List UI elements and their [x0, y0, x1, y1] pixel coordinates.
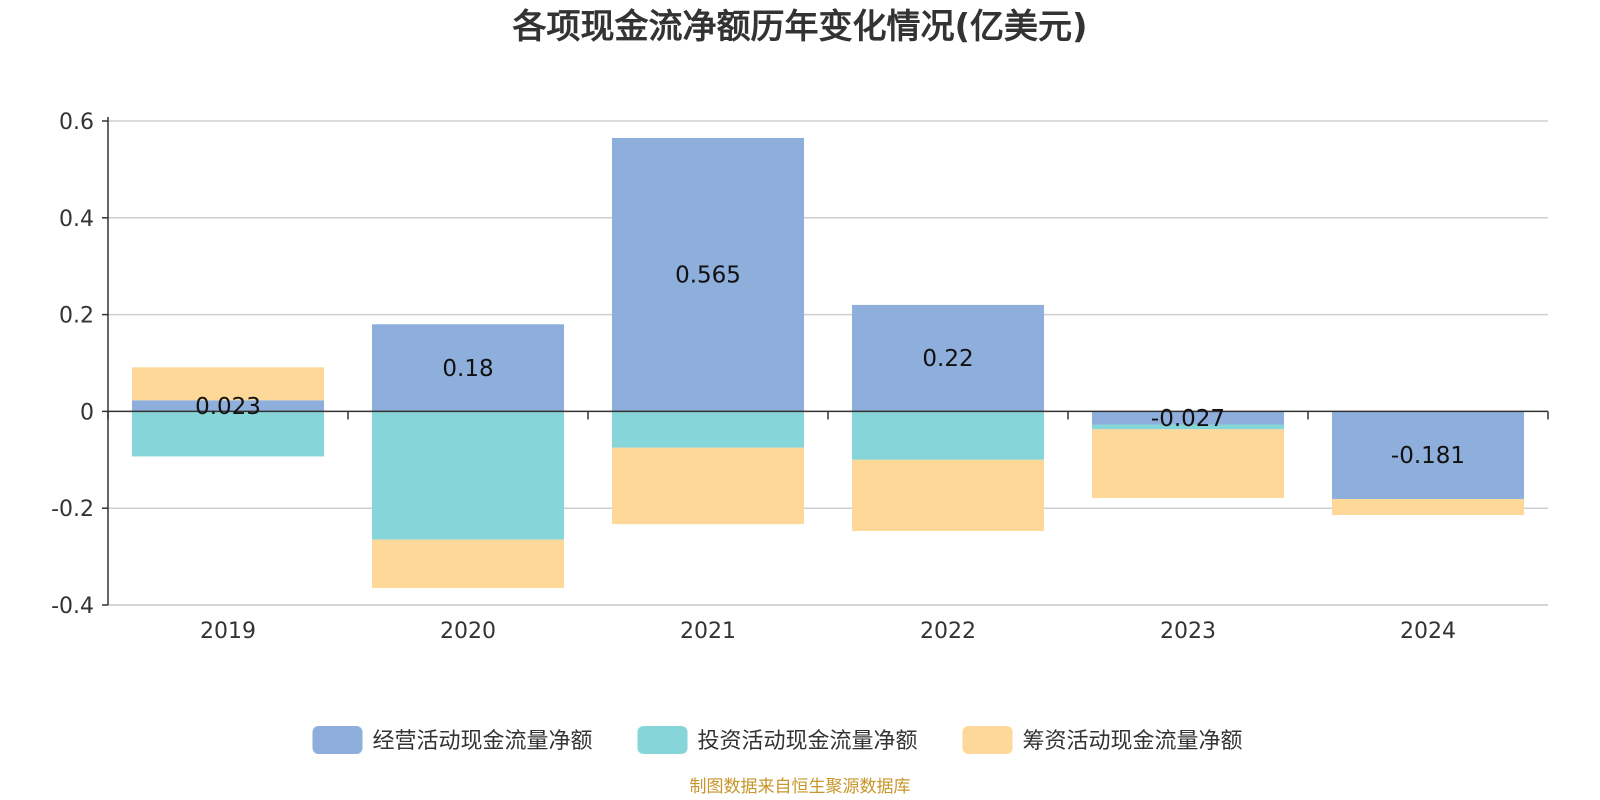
- bar-segment: [1092, 424, 1284, 430]
- legend-swatch: [962, 726, 1013, 754]
- bar-segment: [1092, 411, 1284, 425]
- bar-segment: [1332, 499, 1524, 515]
- legend-label: 投资活动现金流量净额: [698, 729, 918, 754]
- bar-segment: [372, 539, 564, 589]
- bar-segment: [852, 304, 1044, 412]
- data-label: 0.22: [922, 346, 973, 372]
- data-label: 0.18: [442, 356, 493, 382]
- bar-segment: [372, 324, 564, 412]
- bar-segment: [132, 367, 324, 401]
- y-tick-label: 0.4: [59, 207, 94, 232]
- data-label: -0.181: [1391, 443, 1465, 469]
- bar-segment: [612, 137, 804, 412]
- bar-segment: [132, 400, 324, 412]
- x-tick-label: 2024: [1400, 619, 1456, 644]
- bars: [132, 137, 1524, 589]
- legend-label: 经营活动现金流量净额: [373, 729, 593, 754]
- y-tick-label: 0: [80, 400, 94, 425]
- legend-label: 筹资活动现金流量净额: [1023, 729, 1243, 754]
- bar-segment: [852, 459, 1044, 531]
- legend-swatch: [637, 726, 688, 754]
- data-labels: 0.023 0.18 0.565 0.22 -0.027 -0.181: [195, 263, 1465, 470]
- y-tick-label: 0.6: [59, 110, 94, 135]
- data-label: 0.565: [675, 263, 741, 289]
- bar-segment: [852, 411, 1044, 460]
- source-note: 制图数据来自恒生聚源数据库: [690, 777, 911, 797]
- bar-segment: [1092, 429, 1284, 499]
- bar-segment: [1332, 411, 1524, 500]
- axes: 0.6 0.4 0.2 0 -0.2 -0.4 2019 2020 2021 2022 2023 20…: [51, 110, 1549, 644]
- x-tick-label: 2021: [680, 619, 736, 644]
- y-tick-label: -0.4: [51, 594, 94, 619]
- legend-item[interactable]: 投资活动现金流量净额: [637, 726, 918, 754]
- legend-swatch: [312, 726, 363, 754]
- y-tick-label: 0.2: [59, 304, 94, 329]
- legend[interactable]: 经营活动现金流量净额 投资活动现金流量净额 筹资活动现金流量净额: [312, 726, 1243, 754]
- y-tick-label: -0.2: [51, 497, 94, 522]
- legend-item[interactable]: 筹资活动现金流量净额: [962, 726, 1243, 754]
- x-tick-label: 2019: [200, 619, 256, 644]
- bar-segment: [372, 411, 564, 540]
- legend-item[interactable]: 经营活动现金流量净额: [312, 726, 593, 754]
- bar-segment: [612, 447, 804, 525]
- x-tick-label: 2023: [1160, 619, 1216, 644]
- bar-segment: [132, 411, 324, 457]
- data-label: -0.027: [1151, 406, 1225, 432]
- data-label: 0.023: [195, 394, 261, 420]
- bar-segment: [612, 411, 804, 448]
- grid-lines: [108, 120, 1548, 606]
- chart-title: 各项现金流净额历年变化情况(亿美元): [512, 7, 1087, 47]
- x-tick-label: 2022: [920, 619, 976, 644]
- x-tick-label: 2020: [440, 619, 496, 644]
